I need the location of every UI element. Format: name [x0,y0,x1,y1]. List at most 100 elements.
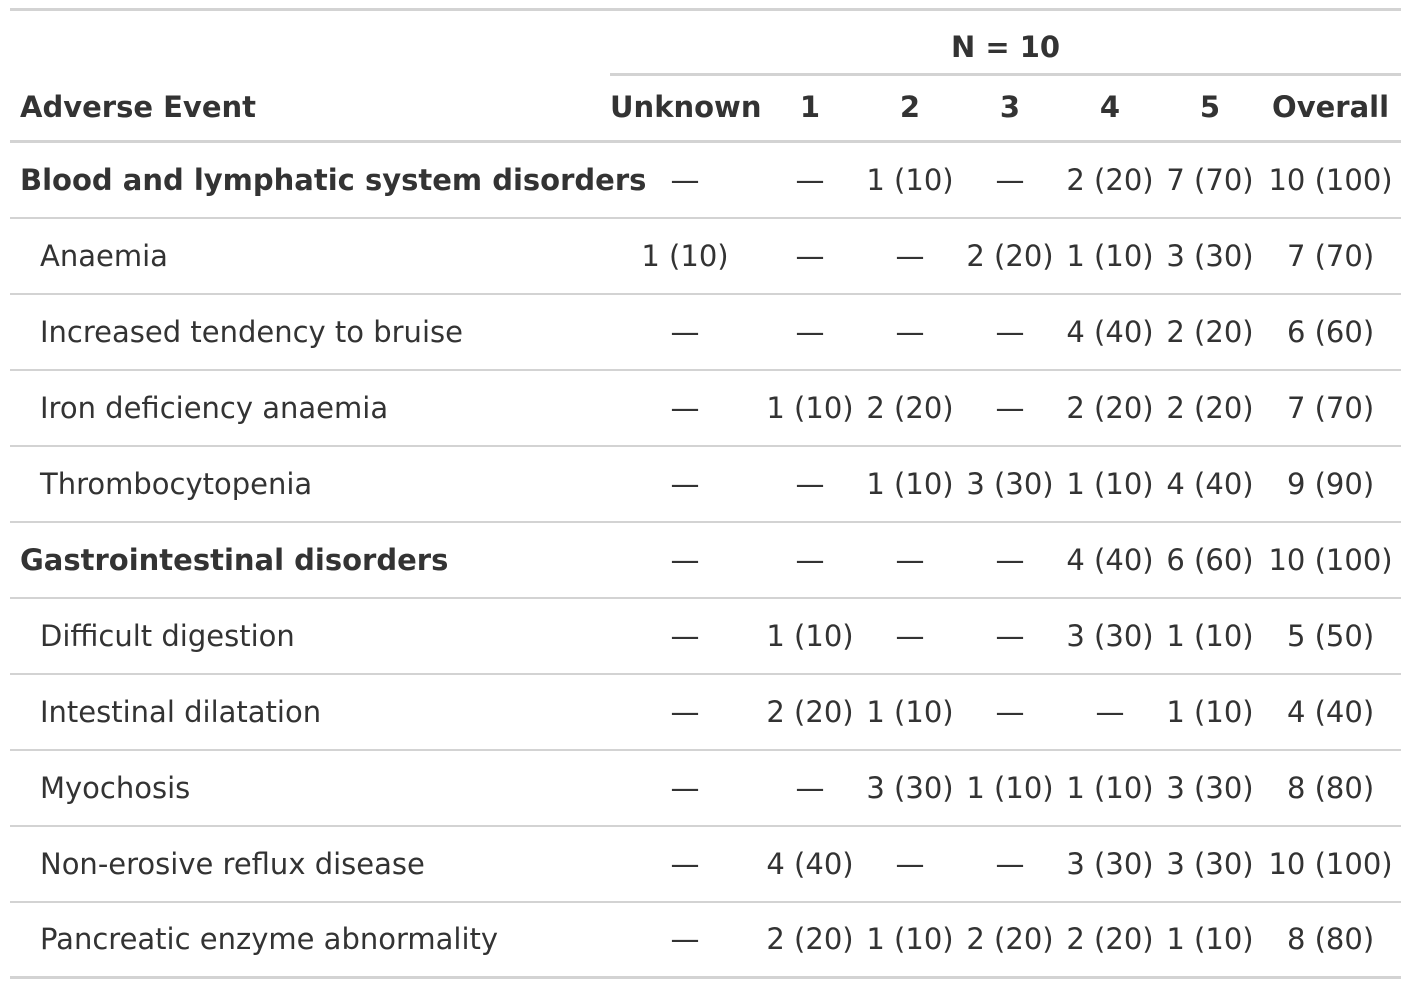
cell-grade-4: 3 (30) [1060,596,1160,674]
row-label: Difficult digestion [10,596,610,674]
adverse-event-table-container: N = 10 Adverse Event Unknown 1 2 3 4 5 O… [10,8,1402,979]
row-label: Non-erosive reflux disease [10,824,610,902]
cell-grade-5: 1 (10) [1160,596,1260,674]
cell-grade-3: — [960,368,1060,446]
cell-overall: 8 (80) [1260,900,1402,978]
cell-grade-2: 1 (10) [860,444,960,522]
column-header-adverse-event: Adverse Event [10,73,610,143]
table-row: Thrombocytopenia — — 1 (10) 3 (30) 1 (10… [10,444,1402,522]
spanner-empty-cell [10,10,610,74]
cell-grade-3: — [960,520,1060,598]
cell-unknown: — [670,162,700,197]
cell-grade-5: 1 (10) [1160,900,1260,978]
cell-grade-1: 1 (10) [760,368,860,446]
cell-grade-3: 2 (20) [960,900,1060,978]
cell-grade-5: 3 (30) [1160,748,1260,826]
cell-grade-4: 1 (10) [1060,748,1160,826]
cell-grade-3: — [995,162,1025,197]
cell-grade-2: — [860,216,960,294]
cell-unknown: — [610,900,760,978]
column-header-grade-5: 5 [1160,73,1260,143]
cell-overall: 7 (70) [1260,368,1402,446]
cell-grade-3: — [960,596,1060,674]
cell-grade-1: 1 (10) [760,596,860,674]
cell-unknown: 1 (10) [610,216,760,294]
row-label: Anaemia [10,216,610,294]
column-header-grade-3: 3 [960,73,1060,143]
cell-grade-5: 4 (40) [1160,444,1260,522]
cell-grade-5: 3 (30) [1160,216,1260,294]
cell-grade-4: 2 (20) [1060,368,1160,446]
cell-grade-2: 1 (10) [860,672,960,750]
cell-unknown: — [610,596,760,674]
table-row: Anaemia 1 (10) — — 2 (20) 1 (10) 3 (30) … [10,216,1402,294]
cell-unknown: — [610,368,760,446]
cell-grade-1: — [760,748,860,826]
spanner-underline [610,72,1402,76]
column-header-grade-1: 1 [760,73,860,143]
cell-overall: 10 (100) [1268,162,1393,197]
cell-grade-2: — [860,824,960,902]
cell-overall: 10 (100) [1260,824,1402,902]
cell-grade-5: 2 (20) [1160,292,1260,370]
cell-grade-4: 2 (20) [1066,162,1154,197]
cell-grade-1: — [760,216,860,294]
column-header-grade-4: 4 [1060,73,1160,143]
cell-grade-1: — [795,162,825,197]
table-row-group: Gastrointestinal disorders — — — — 4 (40… [10,520,1402,598]
cell-grade-1: — [760,444,860,522]
cell-grade-2: — [860,520,960,598]
cell-grade-1: — [760,292,860,370]
cell-unknown: — [610,824,760,902]
column-header-grade-2: 2 [860,73,960,143]
cell-grade-2: 1 (10) [866,162,954,197]
row-label: Myochosis [10,748,610,826]
cell-grade-5: 1 (10) [1160,672,1260,750]
cell-grade-2: — [860,292,960,370]
row-label: Pancreatic enzyme abnormality [10,900,610,978]
cell-grade-3: — [960,292,1060,370]
cell-grade-5: 7 (70) [1166,162,1254,197]
row-label: Gastrointestinal disorders [10,520,610,598]
cell-grade-3: — [960,824,1060,902]
cell-overall: 6 (60) [1260,292,1402,370]
cell-grade-3: 3 (30) [960,444,1060,522]
spanner-header-row: N = 10 [10,10,1402,76]
cell-unknown: — [610,672,760,750]
cell-overall: 8 (80) [1260,748,1402,826]
row-label: Thrombocytopenia [10,444,610,522]
row-label: Intestinal dilatation [10,672,610,750]
cell-grade-1: 2 (20) [760,672,860,750]
cell-grade-1: 2 (20) [760,900,860,978]
cell-grade-4: 1 (10) [1060,444,1160,522]
spanner-label: N = 10 [950,29,1061,64]
cell-grade-4: 1 (10) [1060,216,1160,294]
cell-grade-3: — [960,672,1060,750]
cell-grade-3: 2 (20) [960,216,1060,294]
cell-grade-2: 2 (20) [860,368,960,446]
cell-grade-5: 2 (20) [1160,368,1260,446]
table-row: Iron deficiency anaemia — 1 (10) 2 (20) … [10,368,1402,446]
cell-grade-4: 3 (30) [1060,824,1160,902]
cell-grade-5: 3 (30) [1160,824,1260,902]
column-header-row: Adverse Event Unknown 1 2 3 4 5 Overall [10,73,1402,143]
cell-overall: 9 (90) [1260,444,1402,522]
spanner-header: N = 10 [610,10,1402,76]
cell-overall: 4 (40) [1260,672,1402,750]
cell-overall: 10 (100) [1260,520,1402,598]
adverse-event-table: N = 10 Adverse Event Unknown 1 2 3 4 5 O… [10,8,1402,979]
row-label: Iron deficiency anaemia [10,368,610,446]
cell-grade-4: 4 (40) [1060,520,1160,598]
table-row-group: Blood and lymphatic system disorders — —… [10,142,1401,218]
cell-grade-2: 1 (10) [860,900,960,978]
cell-grade-4: 2 (20) [1060,900,1160,978]
cell-unknown: — [610,520,760,598]
cell-grade-4: 4 (40) [1060,292,1160,370]
row-label: Increased tendency to bruise [10,292,610,370]
cell-grade-1: 4 (40) [760,824,860,902]
row-label: Blood and lymphatic system disorders [20,162,647,197]
cell-unknown: — [610,292,760,370]
cell-unknown: — [610,748,760,826]
table-row: Myochosis — — 3 (30) 1 (10) 1 (10) 3 (30… [10,748,1402,826]
table-row: Difficult digestion — 1 (10) — — 3 (30) … [10,596,1402,674]
